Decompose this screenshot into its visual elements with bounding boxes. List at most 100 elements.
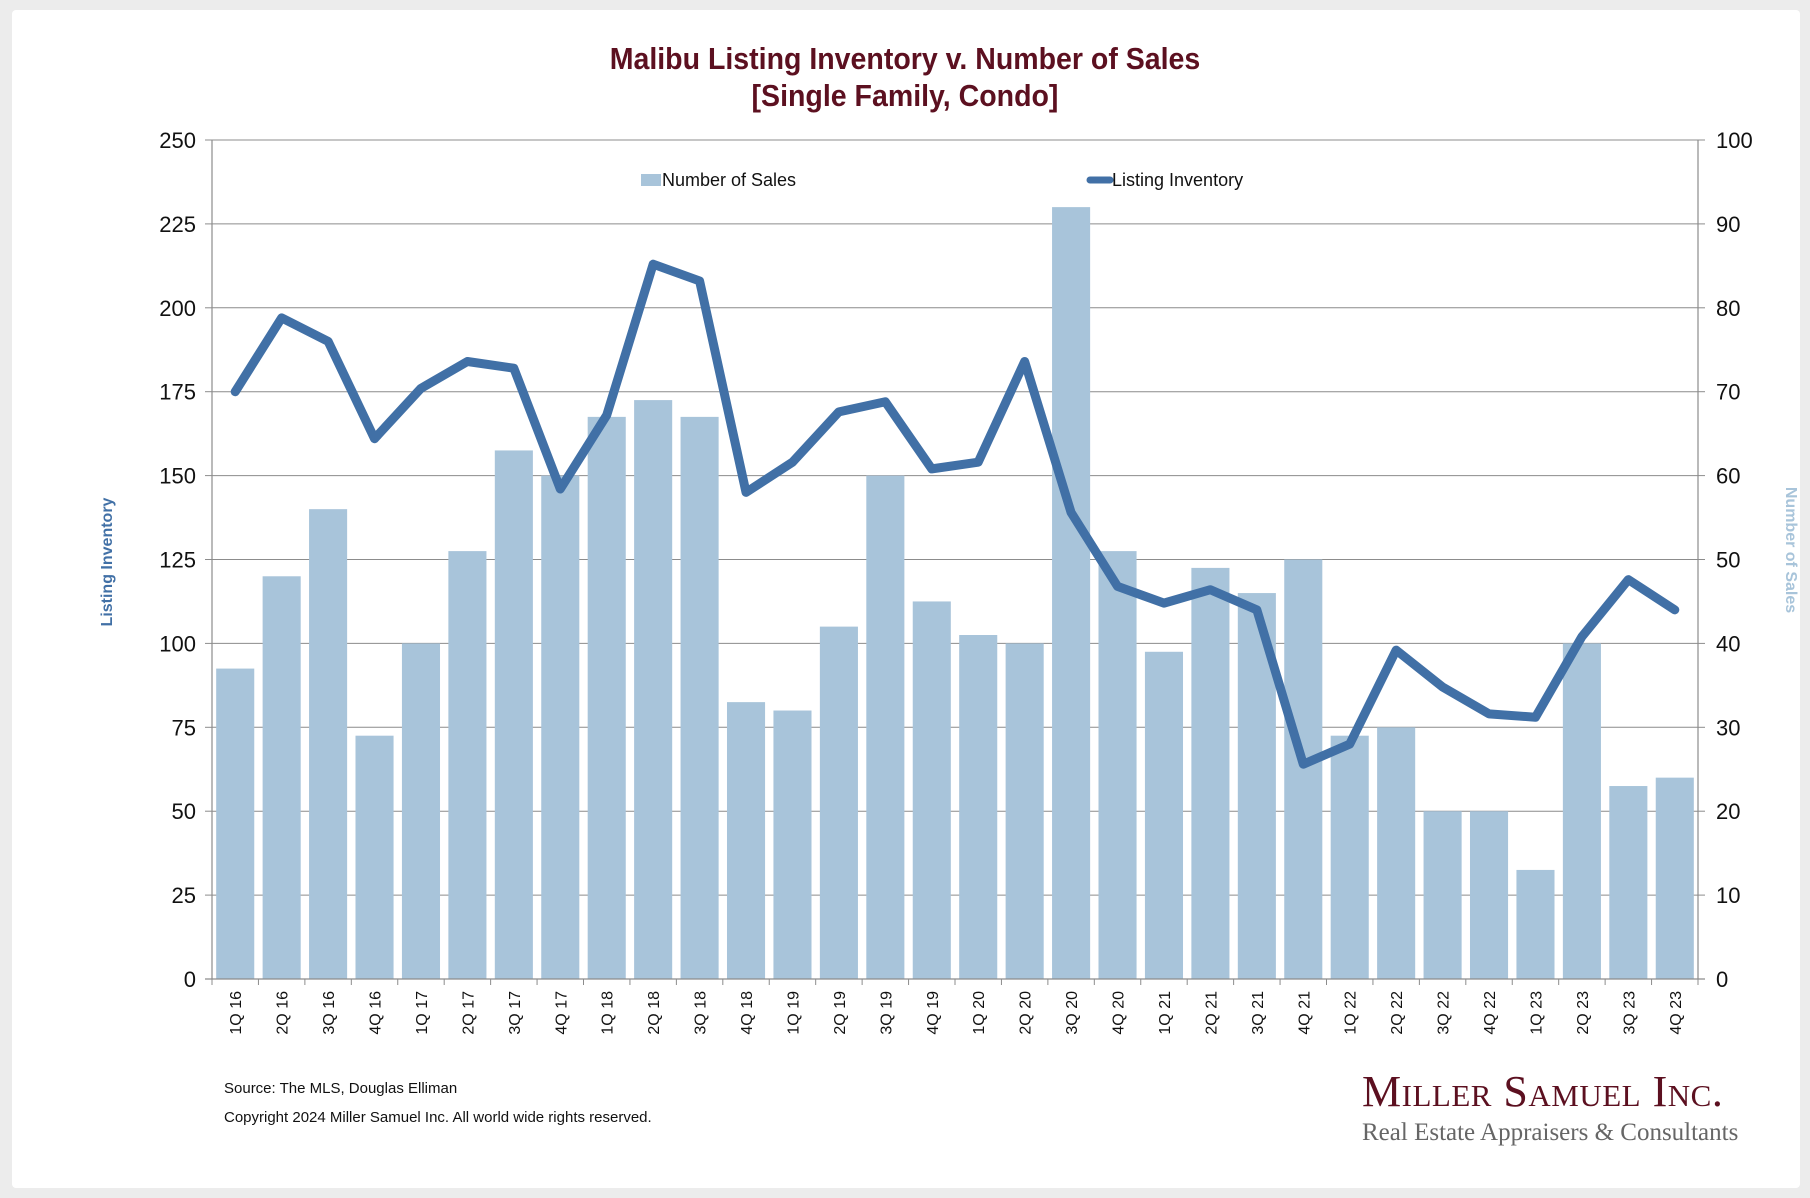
x-tick-label: 4Q 16 (368, 991, 385, 1035)
inventory-line (230, 259, 1680, 769)
bar-3q-23 (1609, 786, 1648, 979)
bar-2q-16 (262, 576, 301, 979)
left-tick-label: 100 (159, 631, 196, 656)
x-tick-label: 4Q 17 (553, 991, 570, 1035)
right-tick-label: 90 (1716, 212, 1740, 237)
bar-3q-22 (1423, 811, 1462, 979)
left-tick-label: 125 (159, 548, 196, 573)
x-tick-label: 3Q 17 (507, 991, 524, 1035)
bar-3q-19 (866, 475, 905, 979)
legend-label-inventory: Listing Inventory (1112, 170, 1243, 190)
left-tick-label: 75 (172, 715, 196, 740)
logo-tagline: Real Estate Appraisers & Consultants (1362, 1119, 1739, 1146)
right-tick-label: 10 (1716, 883, 1740, 908)
bar-2q-20 (1005, 643, 1044, 979)
left-axis-title: Listing Inventory (99, 497, 116, 626)
bar-1q-18 (587, 416, 626, 979)
logo-company-name: Miller Samuel Inc. (1362, 1067, 1724, 1116)
bar-4q-21 (1284, 559, 1323, 979)
bar-4q-22 (1469, 811, 1509, 979)
sales-bars (216, 207, 1694, 980)
x-tick-label: 2Q 23 (1575, 991, 1592, 1035)
right-tick-label: 30 (1716, 715, 1740, 740)
right-axis-title: Number of Sales (1782, 487, 1799, 613)
bar-1q-23 (1516, 869, 1555, 979)
bar-3q-18 (680, 416, 719, 979)
legend-label-sales: Number of Sales (662, 170, 796, 190)
left-axis-ticks: 0 25 50 75 100 125 150 175 200 225 250 (159, 128, 212, 992)
x-tick-label: 1Q 18 (600, 991, 617, 1035)
bar-1q-21 (1144, 651, 1184, 979)
chart-title-line-2: [Single Family, Condo] (751, 78, 1059, 113)
left-tick-label: 225 (159, 212, 196, 237)
x-tick-label: 4Q 21 (1296, 991, 1313, 1035)
x-tick-label: 4Q 22 (1482, 991, 1499, 1035)
x-tick-label: 2Q 21 (1203, 991, 1220, 1035)
bar-1q-22 (1330, 735, 1369, 979)
left-tick-label: 200 (159, 296, 196, 321)
x-tick-label: 2Q 16 (275, 991, 292, 1035)
x-axis-ticks: 1Q 16 2Q 16 3Q 16 4Q 16 1Q 17 2Q 17 3Q 17 4Q 17… (211, 979, 1699, 1035)
x-tick-label: 4Q 18 (739, 991, 756, 1035)
bar-4q-23 (1655, 777, 1694, 979)
copyright-note: Copyright 2024 Miller Samuel Inc. All wo… (224, 1109, 652, 1126)
x-tick-label: 1Q 21 (1157, 991, 1174, 1035)
x-tick-label: 1Q 23 (1528, 991, 1545, 1035)
bar-1q-16 (216, 668, 255, 979)
x-tick-label: 3Q 19 (878, 991, 895, 1035)
x-tick-label: 4Q 19 (925, 991, 942, 1035)
x-tick-label: 3Q 22 (1436, 991, 1453, 1035)
bar-4q-20 (1098, 551, 1137, 979)
left-tick-label: 0 (184, 967, 196, 992)
inventory-line-series (230, 259, 1680, 769)
bar-4q-17 (541, 475, 580, 979)
bar-4q-16 (355, 735, 394, 979)
chart-title-line-1: Malibu Listing Inventory v. Number of Sa… (609, 41, 1201, 76)
bar-1q-17 (401, 643, 441, 979)
right-tick-label: 80 (1716, 296, 1740, 321)
company-logo: Miller Samuel Inc. Real Estate Appraiser… (1362, 1067, 1739, 1148)
right-tick-label: 60 (1716, 464, 1740, 489)
x-tick-label: 3Q 16 (321, 991, 338, 1035)
bar-4q-19 (912, 601, 951, 979)
right-tick-label: 70 (1716, 380, 1740, 405)
bar-3q-16 (309, 509, 348, 979)
bar-2q-21 (1191, 567, 1230, 979)
left-tick-label: 175 (159, 380, 196, 405)
x-tick-label: 3Q 20 (1064, 991, 1081, 1035)
left-tick-label: 150 (159, 464, 196, 489)
x-tick-label: 3Q 23 (1621, 991, 1638, 1035)
bar-2q-23 (1562, 643, 1601, 979)
right-tick-label: 100 (1716, 128, 1753, 153)
x-tick-label: 2Q 20 (1018, 991, 1035, 1035)
x-tick-label: 2Q 18 (646, 991, 663, 1035)
bar-1q-19 (773, 710, 812, 979)
right-tick-label: 0 (1716, 967, 1728, 992)
legend: Number of Sales Listing Inventory (641, 170, 1243, 190)
x-tick-label: 1Q 22 (1343, 991, 1360, 1035)
x-tick-label: 1Q 17 (414, 991, 431, 1035)
bar-1q-20 (959, 635, 998, 979)
x-tick-label: 2Q 22 (1389, 991, 1406, 1035)
right-tick-label: 40 (1716, 631, 1740, 656)
x-tick-label: 4Q 20 (1111, 991, 1128, 1035)
left-tick-label: 25 (172, 883, 196, 908)
x-tick-label: 2Q 17 (460, 991, 477, 1035)
right-axis-ticks: 0 10 20 30 40 50 60 70 80 90 100 (1698, 128, 1753, 992)
right-tick-label: 50 (1716, 548, 1740, 573)
bar-2q-22 (1377, 727, 1416, 979)
source-note: Source: The MLS, Douglas Elliman (224, 1080, 458, 1097)
bar-3q-20 (1052, 207, 1091, 979)
x-tick-label: 3Q 21 (1250, 991, 1267, 1035)
bar-2q-17 (448, 551, 487, 979)
bar-2q-18 (634, 400, 673, 980)
x-tick-label: 1Q 19 (785, 991, 802, 1035)
bar-4q-18 (726, 702, 766, 979)
x-tick-label: 1Q 20 (971, 991, 988, 1035)
bar-3q-17 (494, 450, 533, 979)
right-tick-label: 20 (1716, 799, 1740, 824)
left-tick-label: 250 (159, 128, 196, 153)
bar-2q-19 (819, 626, 858, 979)
legend-swatch-sales (641, 174, 661, 186)
